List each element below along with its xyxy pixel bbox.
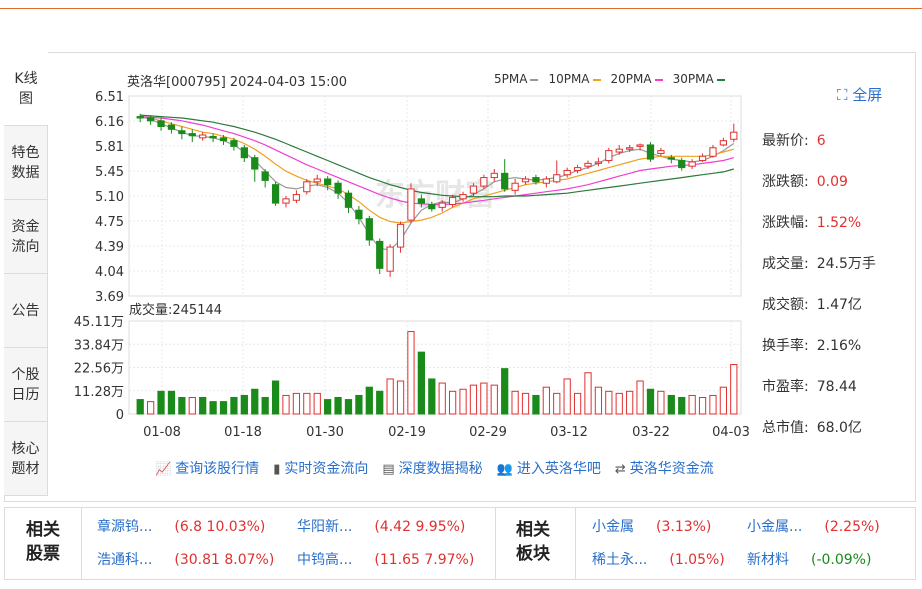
side-tab-bar: K线图特色数据资金流向公告个股日历核心题材 (4, 52, 48, 496)
stat-row: 换手率: 2.16% (762, 335, 912, 376)
bar-chart-icon: ▮ (273, 462, 281, 477)
quote-stats: 最新价: 6 涨跌额: 0.09 涨跌幅: 1.52% 成交量: 24.5万手成交额: 1.47… (762, 130, 912, 458)
related-value: (-0.09%) (811, 552, 872, 568)
divider (81, 508, 82, 579)
legend-swatch (592, 78, 601, 81)
stat-row: 涨跌额: 0.09 (762, 171, 912, 212)
related-item[interactable]: 小金属 (3.13%) (592, 516, 711, 536)
stat-row: 市盈率: 78.44 (762, 376, 912, 417)
tab-label: 个股日历 (11, 366, 40, 403)
stat-value: 1.52% (816, 215, 862, 231)
related-sectors-title: 相关板块 (516, 520, 550, 564)
related-value: (4.42 9.95%) (374, 519, 466, 535)
link-label: 深度数据揭秘 (398, 461, 483, 477)
stat-label: 涨跌额: (762, 174, 809, 190)
action-links: 📈 查询该股行情 ▮ 实时资金流向 ▤ 深度数据揭秘 👥 进入英洛华吧 ⇄ 英洛华资金流 (155, 458, 728, 478)
legend-swatch (716, 78, 725, 81)
stat-value: 78.44 (816, 379, 857, 395)
stat-value: 6 (816, 133, 826, 149)
divider (495, 508, 496, 579)
line-chart-icon: 📈 (155, 462, 172, 477)
related-name[interactable]: 章源钨... (97, 519, 153, 535)
link-3[interactable]: 👥 进入英洛华吧 (497, 461, 601, 477)
tab-label: 特色数据 (11, 144, 40, 181)
stat-value: 2.16% (816, 338, 862, 354)
stat-row: 成交额: 1.47亿 (762, 294, 912, 335)
tab-label: 资金流向 (11, 218, 40, 255)
stat-row: 最新价: 6 (762, 130, 912, 171)
legend-label: 10PMA (548, 72, 590, 86)
tab-3[interactable]: 公告 (4, 274, 48, 348)
tab-0[interactable]: K线图 (4, 52, 48, 126)
tab-label: K线图 (14, 70, 38, 107)
related-value: (6.8 10.03%) (174, 519, 266, 535)
related-name[interactable]: 浩通科... (97, 552, 153, 568)
related-panel: 相关股票 相关板块 章源钨... (6.8 10.03%) 华阳新... (4.42 … (4, 507, 916, 580)
divider (575, 508, 576, 579)
related-name[interactable]: 稀土永... (592, 552, 648, 568)
tab-5[interactable]: 核心题材 (4, 422, 48, 496)
legend-label: 30PMA (672, 72, 714, 86)
top-accent-line (0, 8, 922, 9)
link-1[interactable]: ▮ 实时资金流向 (273, 461, 368, 477)
stat-label: 最新价: (762, 133, 809, 149)
stat-value: 68.0亿 (816, 420, 862, 436)
flow-icon: ⇄ (614, 462, 626, 477)
related-name[interactable]: 小金属 (592, 519, 634, 535)
stat-value: 1.47亿 (816, 297, 862, 313)
related-value: (3.13%) (656, 519, 712, 535)
stat-label: 涨跌幅: (762, 215, 809, 231)
stat-row: 总市值: 68.0亿 (762, 417, 912, 458)
link-label: 进入英洛华吧 (516, 461, 601, 477)
fullscreen-icon: ⛶ (837, 86, 848, 104)
fullscreen-label: 全屏 (852, 86, 883, 104)
stat-row: 涨跌幅: 1.52% (762, 212, 912, 253)
related-item[interactable]: 新材料 (-0.09%) (747, 549, 871, 569)
stat-label: 成交量: (762, 256, 809, 272)
stat-row: 成交量: 24.5万手 (762, 253, 912, 294)
legend-label: 20PMA (610, 72, 652, 86)
related-stocks-title: 相关股票 (26, 520, 60, 564)
legend-swatch (530, 78, 539, 81)
stat-label: 换手率: (762, 338, 809, 354)
related-value: (2.25%) (824, 519, 880, 535)
related-name[interactable]: 小金属... (747, 519, 803, 535)
legend-swatch (654, 78, 663, 81)
tab-1[interactable]: 特色数据 (4, 126, 48, 200)
related-item[interactable]: 浩通科... (30.81 8.07%) (97, 549, 274, 569)
fullscreen-button[interactable]: ⛶ 全屏 (837, 84, 882, 105)
related-item[interactable]: 华阳新... (4.42 9.95%) (297, 516, 465, 536)
tab-label: 核心题材 (11, 440, 40, 477)
related-name[interactable]: 中钨高... (297, 552, 353, 568)
stat-label: 成交额: (762, 297, 809, 313)
users-icon: 👥 (496, 462, 513, 477)
link-label: 实时资金流向 (284, 461, 369, 477)
link-0[interactable]: 📈 查询该股行情 (155, 461, 259, 477)
ma-legend: 5PMA 10PMA 20PMA 30PMA (494, 72, 735, 86)
related-item[interactable]: 章源钨... (6.8 10.03%) (97, 516, 265, 536)
related-name[interactable]: 新材料 (747, 552, 789, 568)
tab-2[interactable]: 资金流向 (4, 200, 48, 274)
tab-label: 公告 (11, 302, 40, 319)
link-label: 英洛华资金流 (629, 461, 714, 477)
link-4[interactable]: ⇄ 英洛华资金流 (615, 461, 714, 477)
link-label: 查询该股行情 (175, 461, 260, 477)
document-icon: ▤ (382, 462, 395, 477)
stat-value: 24.5万手 (816, 256, 876, 272)
related-item[interactable]: 小金属... (2.25%) (747, 516, 880, 536)
related-value: (30.81 8.07%) (174, 552, 275, 568)
related-value: (1.05%) (669, 552, 725, 568)
stat-value: 0.09 (816, 174, 848, 190)
related-value: (11.65 7.97%) (374, 552, 475, 568)
related-item[interactable]: 稀土永... (1.05%) (592, 549, 725, 569)
stat-label: 总市值: (762, 420, 809, 436)
chart-title: 英洛华[000795] 2024-04-03 15:00 (127, 75, 348, 90)
related-name[interactable]: 华阳新... (297, 519, 353, 535)
tab-4[interactable]: 个股日历 (4, 348, 48, 422)
stat-label: 市盈率: (762, 379, 809, 395)
legend-label: 5PMA (494, 72, 528, 86)
link-2[interactable]: ▤ 深度数据揭秘 (382, 461, 482, 477)
related-item[interactable]: 中钨高... (11.65 7.97%) (297, 549, 474, 569)
